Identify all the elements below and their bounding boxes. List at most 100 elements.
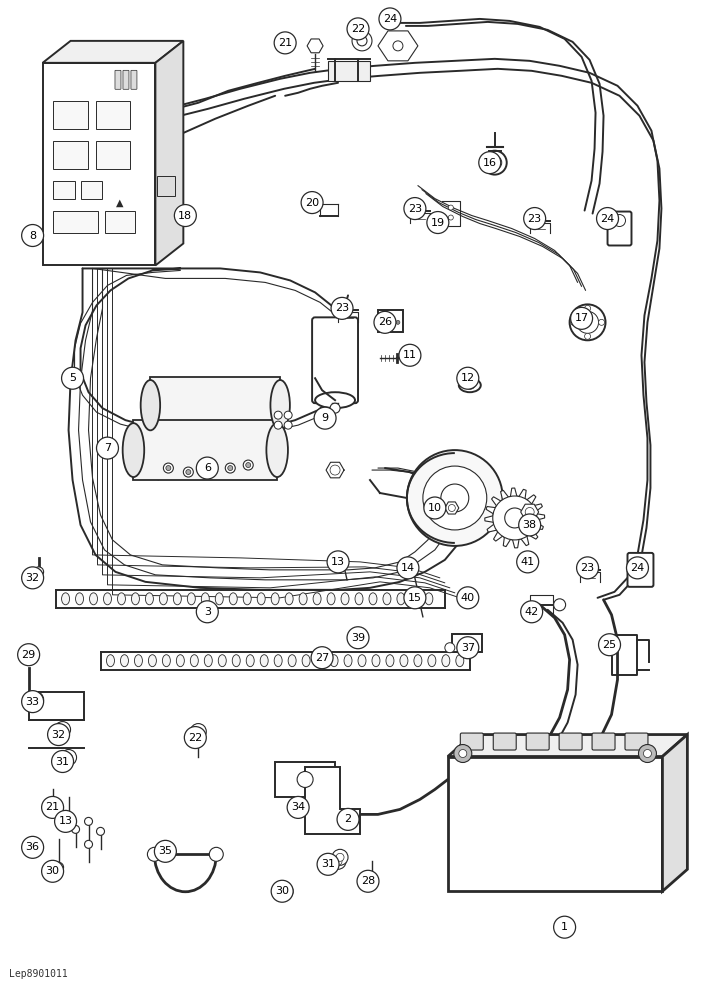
Circle shape bbox=[424, 497, 446, 519]
Circle shape bbox=[598, 319, 604, 325]
Circle shape bbox=[58, 726, 66, 734]
FancyBboxPatch shape bbox=[494, 733, 516, 750]
Circle shape bbox=[517, 551, 539, 573]
Text: 12: 12 bbox=[461, 373, 475, 383]
Circle shape bbox=[585, 305, 590, 311]
Circle shape bbox=[147, 847, 162, 861]
Ellipse shape bbox=[120, 655, 128, 667]
Ellipse shape bbox=[187, 593, 195, 605]
Text: 30: 30 bbox=[275, 886, 289, 896]
Circle shape bbox=[209, 847, 223, 861]
Polygon shape bbox=[275, 762, 335, 797]
Circle shape bbox=[274, 421, 282, 429]
FancyBboxPatch shape bbox=[81, 181, 103, 199]
Circle shape bbox=[638, 745, 657, 762]
Circle shape bbox=[22, 836, 44, 858]
Circle shape bbox=[445, 643, 455, 653]
Ellipse shape bbox=[162, 655, 170, 667]
Circle shape bbox=[55, 722, 71, 738]
Ellipse shape bbox=[456, 655, 464, 667]
FancyBboxPatch shape bbox=[52, 181, 74, 199]
Circle shape bbox=[614, 215, 625, 227]
Circle shape bbox=[297, 771, 313, 787]
Ellipse shape bbox=[149, 655, 157, 667]
Circle shape bbox=[396, 320, 400, 324]
Circle shape bbox=[47, 724, 70, 746]
Circle shape bbox=[190, 724, 206, 740]
Circle shape bbox=[399, 344, 421, 366]
Ellipse shape bbox=[135, 655, 143, 667]
Ellipse shape bbox=[302, 655, 310, 667]
Text: 34: 34 bbox=[291, 802, 305, 812]
Circle shape bbox=[459, 750, 467, 758]
Circle shape bbox=[585, 333, 590, 339]
Circle shape bbox=[41, 860, 63, 882]
Ellipse shape bbox=[316, 655, 324, 667]
Ellipse shape bbox=[106, 655, 114, 667]
Polygon shape bbox=[155, 41, 183, 265]
FancyBboxPatch shape bbox=[151, 377, 280, 433]
Text: 14: 14 bbox=[401, 563, 415, 573]
Text: 23: 23 bbox=[335, 303, 349, 313]
Circle shape bbox=[635, 564, 646, 576]
Polygon shape bbox=[448, 757, 662, 891]
Circle shape bbox=[84, 840, 92, 848]
FancyBboxPatch shape bbox=[312, 317, 358, 403]
Text: 23: 23 bbox=[408, 204, 422, 214]
Circle shape bbox=[457, 367, 479, 389]
Text: 33: 33 bbox=[25, 697, 39, 707]
Ellipse shape bbox=[400, 655, 408, 667]
Text: 9: 9 bbox=[322, 413, 328, 423]
Text: 25: 25 bbox=[603, 640, 617, 650]
Circle shape bbox=[17, 644, 39, 666]
Text: 10: 10 bbox=[428, 503, 442, 513]
Ellipse shape bbox=[285, 593, 293, 605]
Circle shape bbox=[284, 411, 292, 419]
Circle shape bbox=[407, 560, 417, 570]
FancyBboxPatch shape bbox=[115, 70, 121, 89]
Circle shape bbox=[519, 514, 541, 536]
Circle shape bbox=[327, 551, 349, 573]
Circle shape bbox=[521, 601, 542, 623]
Circle shape bbox=[347, 627, 369, 649]
Ellipse shape bbox=[232, 655, 240, 667]
Text: 39: 39 bbox=[351, 633, 365, 643]
Text: 2: 2 bbox=[344, 814, 352, 824]
Text: 31: 31 bbox=[321, 859, 335, 869]
Circle shape bbox=[374, 311, 396, 333]
Text: 22: 22 bbox=[351, 24, 365, 34]
Circle shape bbox=[393, 41, 403, 51]
FancyBboxPatch shape bbox=[133, 420, 277, 480]
Circle shape bbox=[22, 567, 44, 589]
Circle shape bbox=[577, 557, 598, 579]
Circle shape bbox=[31, 696, 39, 704]
Circle shape bbox=[454, 745, 472, 762]
Text: 24: 24 bbox=[630, 563, 644, 573]
Text: 41: 41 bbox=[521, 557, 535, 567]
FancyBboxPatch shape bbox=[106, 211, 135, 233]
Ellipse shape bbox=[397, 593, 405, 605]
Ellipse shape bbox=[176, 655, 184, 667]
Ellipse shape bbox=[90, 593, 98, 605]
Text: 5: 5 bbox=[69, 373, 76, 383]
Ellipse shape bbox=[372, 655, 380, 667]
Circle shape bbox=[337, 553, 347, 563]
Ellipse shape bbox=[327, 593, 335, 605]
FancyBboxPatch shape bbox=[95, 141, 130, 169]
Text: 18: 18 bbox=[178, 211, 192, 221]
Circle shape bbox=[352, 31, 372, 51]
Circle shape bbox=[225, 463, 235, 473]
Circle shape bbox=[22, 225, 44, 246]
Polygon shape bbox=[146, 385, 160, 480]
Circle shape bbox=[62, 367, 84, 389]
Ellipse shape bbox=[425, 593, 433, 605]
Text: 11: 11 bbox=[403, 350, 417, 360]
Text: 1: 1 bbox=[561, 922, 568, 932]
FancyBboxPatch shape bbox=[52, 211, 98, 233]
Circle shape bbox=[317, 853, 339, 875]
Ellipse shape bbox=[411, 593, 419, 605]
Text: 24: 24 bbox=[601, 214, 614, 224]
Circle shape bbox=[448, 504, 455, 511]
Circle shape bbox=[367, 874, 377, 884]
Circle shape bbox=[154, 840, 176, 862]
